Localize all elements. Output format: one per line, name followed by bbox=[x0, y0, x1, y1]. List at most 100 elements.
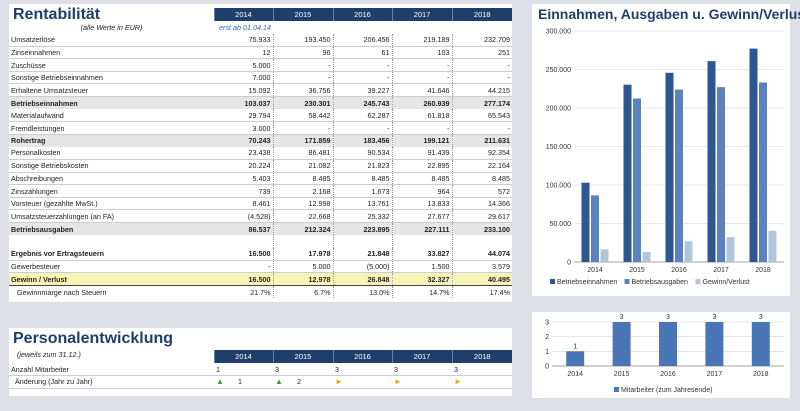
bar bbox=[705, 322, 724, 366]
finance-chart: 0 50.000 100.000 150.000 200.000 250.000 300.0… bbox=[546, 29, 784, 286]
legend-swatch bbox=[550, 279, 555, 284]
cell-value: - bbox=[272, 71, 333, 85]
x-tick-label: 2016 bbox=[660, 371, 676, 378]
y-tick-label: 300.000 bbox=[546, 29, 571, 36]
personnel-title: Personalentwicklung bbox=[13, 330, 174, 347]
change-cell: ▲ 2 bbox=[273, 375, 333, 389]
bar bbox=[566, 351, 585, 366]
change-cell: ► bbox=[452, 375, 512, 389]
year-header: 2016 bbox=[332, 8, 392, 21]
cell-value: 206.456 bbox=[332, 33, 392, 47]
bar bbox=[633, 98, 641, 262]
start-note: erst ab 01.04.14 bbox=[219, 22, 271, 32]
bar bbox=[612, 322, 631, 366]
table-row: Gewinnmarge nach Steuern 21.7% 6.7% 13.0% 14… bbox=[9, 285, 512, 299]
table-row: Ergebnis vor Ertragsteuern 16.500 17.978 21… bbox=[9, 247, 512, 261]
y-tick-label: 1 bbox=[545, 349, 549, 356]
row-label: Personalkosten bbox=[9, 146, 214, 161]
arrow-right-icon: ► bbox=[335, 377, 343, 387]
finance-chart-panel: Einnahmen, Ausgaben u. Gewinn/Verlust 0 5… bbox=[532, 4, 800, 296]
year-header: 2014 bbox=[213, 350, 273, 363]
change-cell: ▲ 1 bbox=[214, 375, 273, 389]
cell-value: 8.485 bbox=[332, 172, 392, 186]
cell-value: 29.617 bbox=[451, 209, 512, 223]
y-tick-label: 50.000 bbox=[550, 221, 572, 228]
employee-count: 3 bbox=[273, 363, 333, 377]
cell-value: 58.442 bbox=[272, 109, 333, 123]
cell-value: - bbox=[391, 121, 452, 135]
row-label: Gewinn / Verlust bbox=[9, 272, 214, 286]
cell-value bbox=[332, 235, 392, 248]
cell-value: 15.092 bbox=[214, 83, 273, 98]
cell-value: 96 bbox=[272, 46, 333, 60]
cell-value: 13.0% bbox=[332, 285, 392, 299]
currency-note: (alle Werte in EUR) bbox=[80, 22, 143, 32]
bar bbox=[717, 87, 725, 262]
data-label: 3 bbox=[759, 314, 763, 321]
x-tick-label: 2017 bbox=[713, 267, 729, 274]
row-label: Zuschüsse bbox=[9, 58, 214, 72]
cell-value: 21.082 bbox=[272, 159, 333, 173]
change-cell: ► bbox=[333, 375, 392, 389]
table-row: Personalkosten 23.438 86.481 90.534 91.439 92… bbox=[9, 146, 512, 161]
cell-value bbox=[451, 235, 512, 248]
cell-value: (5.000) bbox=[332, 260, 392, 274]
cell-value: 29.794 bbox=[214, 109, 273, 123]
bar bbox=[642, 252, 651, 262]
personnel-table: 2014 2015 2016 2017 2018 Anzahl Mitarbei… bbox=[9, 350, 512, 389]
cell-value: 17.978 bbox=[272, 247, 333, 261]
data-label: 1 bbox=[573, 343, 577, 350]
cell-value: - bbox=[332, 71, 392, 85]
cell-value: 219.189 bbox=[391, 33, 452, 47]
y-tick-label: 250.000 bbox=[546, 67, 571, 74]
cell-value bbox=[272, 235, 333, 248]
cell-value: 7.000 bbox=[214, 71, 273, 85]
row-label: Erhaltene Umsatzsteuer bbox=[9, 83, 214, 98]
change-value: 1 bbox=[238, 377, 242, 387]
employee-count: 1 bbox=[214, 363, 273, 377]
cell-value: 211.631 bbox=[451, 134, 512, 147]
bar bbox=[768, 230, 777, 262]
cell-value: 230.301 bbox=[272, 96, 333, 110]
year-header: 2015 bbox=[272, 8, 333, 21]
bar bbox=[659, 322, 677, 366]
cell-value: 61 bbox=[332, 46, 392, 60]
year-header: 2018 bbox=[451, 8, 512, 21]
table-row: Sonstige Betriebskosten 20.224 21.082 21.82… bbox=[9, 159, 512, 173]
cell-value: 62.287 bbox=[332, 109, 392, 123]
cell-value: 21.848 bbox=[332, 247, 392, 261]
year-header: 2017 bbox=[391, 8, 452, 21]
cell-value: - bbox=[391, 58, 452, 72]
legend-swatch bbox=[614, 387, 619, 392]
cell-value: 86.537 bbox=[214, 222, 273, 236]
row-label: Gewerbesteuer bbox=[9, 260, 214, 274]
bar bbox=[581, 182, 590, 262]
row-label: Sonstige Betriebseinnahmen bbox=[9, 71, 214, 85]
cell-value: 41.646 bbox=[391, 83, 452, 98]
cell-value bbox=[391, 235, 452, 248]
cell-value: - bbox=[451, 121, 512, 135]
y-tick-label: 0 bbox=[545, 364, 549, 371]
cell-value: 16.500 bbox=[214, 272, 273, 286]
bar bbox=[665, 72, 674, 262]
cell-value: - bbox=[451, 58, 512, 72]
row-label: Umsatzerlöse bbox=[9, 33, 214, 47]
arrow-up-icon: ▲ bbox=[275, 377, 283, 387]
table-row: Zinszahlungen 739 2.168 1.673 964 572 bbox=[9, 184, 512, 198]
row-label: Betriebsausgaben bbox=[9, 222, 214, 236]
finance-chart-title: Einnahmen, Ausgaben u. Gewinn/Verlust bbox=[538, 6, 800, 22]
cell-value: 17.4% bbox=[451, 285, 512, 299]
row-label: Betriebseinnahmen bbox=[9, 96, 214, 110]
table-row: Zuschüsse 5.000- - - - bbox=[9, 58, 512, 72]
row-label: Umsatzsteuerzahlungen (an FA) bbox=[9, 209, 214, 223]
cell-value: 232.709 bbox=[451, 33, 512, 47]
y-tick-label: 0 bbox=[567, 260, 571, 267]
cell-value: 40.495 bbox=[451, 272, 512, 286]
profit-panel: Rentabilität 2014 2015 2016 2017 2018 (a… bbox=[9, 4, 512, 302]
row-label: Zinseinnahmen bbox=[9, 46, 214, 60]
bar bbox=[600, 249, 609, 262]
cell-value: 277.174 bbox=[451, 96, 512, 110]
row-label bbox=[9, 235, 214, 248]
cell-value: 86.481 bbox=[272, 146, 333, 161]
x-tick-label: 2017 bbox=[707, 371, 723, 378]
